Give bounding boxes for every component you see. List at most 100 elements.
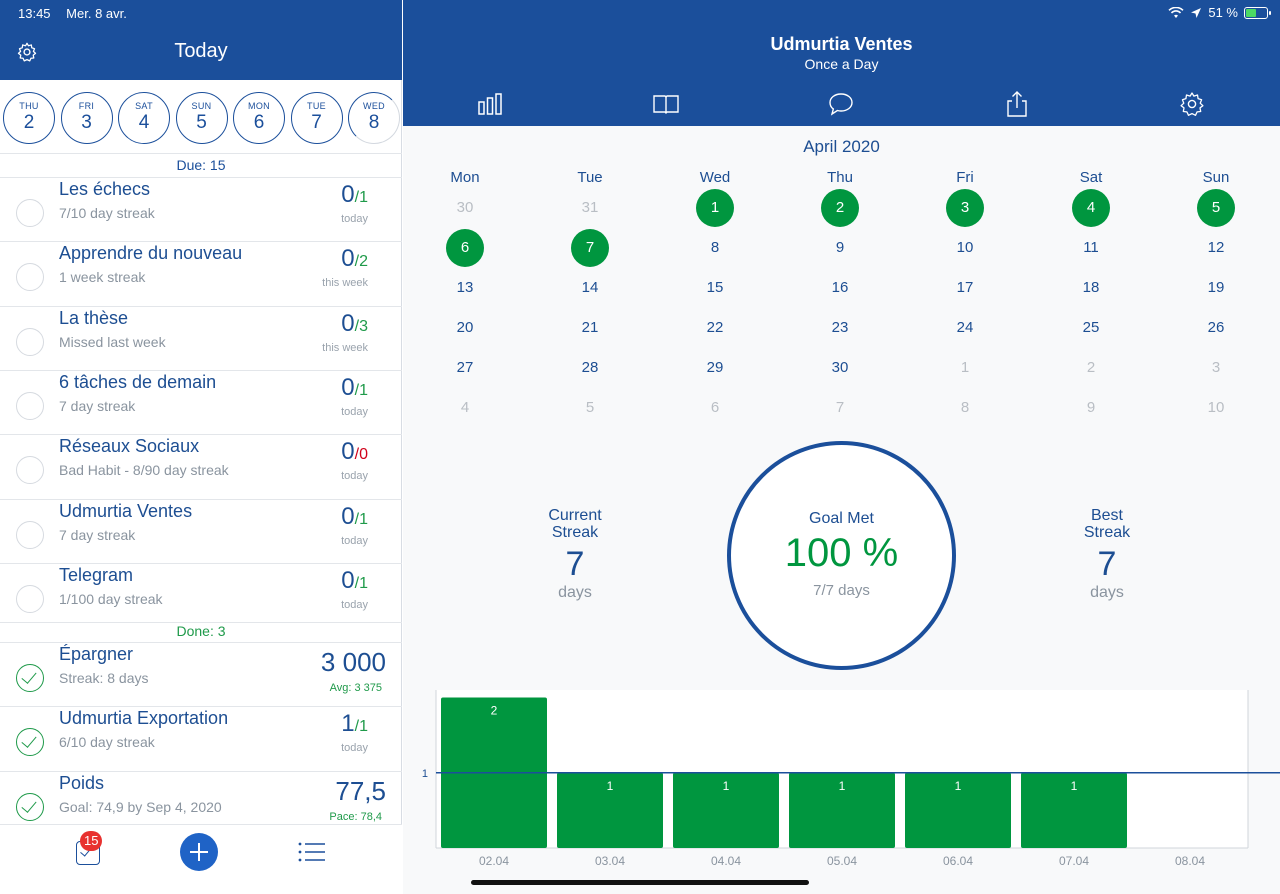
habit-list-panel: Today THU 2 FRI 3 SAT 4 SUN 5 MON 6 TUE 7 WED 8 Due: … — [0, 0, 402, 894]
habit-row[interactable]: Udmurtia Exportation 6/10 day streak 1/1 to… — [0, 706, 402, 770]
habit-progress-target: /3 — [354, 317, 368, 335]
calendar-day[interactable]: 10 — [1207, 399, 1225, 416]
calendar-day[interactable]: 7 — [571, 229, 609, 267]
calendar-day[interactable]: 10 — [956, 239, 974, 256]
checked-circle-icon[interactable] — [16, 664, 44, 692]
chart-bar — [789, 772, 895, 848]
calendar-day[interactable]: 30 — [456, 199, 474, 216]
day-number: 3 — [81, 112, 92, 133]
calendar-day[interactable]: 22 — [706, 319, 724, 336]
calendar-day[interactable]: 29 — [706, 359, 724, 376]
calendar-day[interactable]: 3 — [1211, 359, 1221, 376]
check-circle-icon[interactable] — [16, 327, 44, 356]
calendar-day[interactable]: 9 — [1086, 399, 1096, 416]
calendar-day[interactable]: 4 — [460, 399, 470, 416]
calendar-day[interactable]: 6 — [710, 399, 720, 416]
habit-row[interactable]: Telegram 1/100 day streak 0/1 today — [0, 562, 402, 627]
calendar-day[interactable]: 19 — [1207, 279, 1225, 296]
calendar-day[interactable]: 8 — [960, 399, 970, 416]
calendar-day[interactable]: 11 — [1083, 239, 1099, 256]
calendar-day[interactable]: 13 — [456, 279, 474, 296]
check-circle-icon[interactable] — [16, 584, 44, 613]
habit-name: Udmurtia Ventes — [59, 500, 193, 521]
calendar-day[interactable]: 27 — [456, 359, 474, 376]
day-selector-mon[interactable]: MON 6 — [233, 92, 285, 144]
home-indicator[interactable] — [471, 880, 809, 885]
calendar-day[interactable]: 26 — [1207, 319, 1225, 336]
calendar-day[interactable]: 1 — [696, 189, 734, 227]
habit-name: Udmurtia Exportation — [59, 708, 229, 729]
habit-row[interactable]: Épargner Streak: 8 days 3 000 Avg: 3 375 — [0, 642, 402, 706]
gear-icon[interactable] — [16, 41, 38, 63]
share-icon[interactable] — [1003, 90, 1031, 118]
calendar-day[interactable]: 24 — [956, 319, 974, 336]
habit-progress-target: /1 — [354, 510, 368, 528]
current-streak-label-line1: Current — [548, 507, 602, 524]
weekday-header: Tue — [577, 169, 603, 186]
habit-frequency: Once a Day — [804, 56, 879, 72]
day-selector-wed[interactable]: WED 8 — [348, 92, 400, 144]
habit-row[interactable]: Les échecs 7/10 day streak 0/1 today — [0, 177, 402, 241]
habit-period: today — [341, 534, 368, 547]
check-circle-icon[interactable] — [16, 520, 44, 549]
calendar-day[interactable]: 14 — [581, 279, 599, 296]
book-icon[interactable] — [652, 90, 680, 118]
calendar-day[interactable]: 3 — [946, 189, 984, 227]
wifi-icon — [1168, 6, 1184, 18]
calendar-day[interactable]: 12 — [1207, 239, 1225, 256]
checked-circle-icon[interactable] — [16, 792, 44, 821]
calendar-day[interactable]: 2 — [821, 189, 859, 227]
check-circle-icon[interactable] — [16, 391, 44, 420]
calendar-day[interactable]: 16 — [831, 279, 849, 296]
checked-circle-icon[interactable] — [16, 728, 44, 757]
habit-row[interactable]: Apprendre du nouveau 1 week streak 0/2 this… — [0, 241, 402, 305]
calendar-day[interactable]: 20 — [456, 319, 474, 336]
calendar-day[interactable]: 8 — [710, 239, 720, 256]
calendar-day[interactable]: 21 — [581, 319, 599, 336]
calendar-day[interactable]: 15 — [706, 279, 724, 296]
comment-icon[interactable] — [827, 90, 855, 118]
calendar-day[interactable]: 2 — [1086, 359, 1096, 376]
add-habit-button[interactable] — [180, 833, 218, 871]
due-count-label: Due: 15 — [176, 157, 226, 173]
habit-row[interactable]: La thèse Missed last week 0/3 this week — [0, 305, 402, 370]
calendar-day[interactable]: 23 — [831, 319, 849, 336]
habit-row[interactable]: 6 tâches de demain 7 day streak 0/1 today — [0, 369, 402, 434]
list-icon[interactable] — [298, 841, 326, 863]
habit-row[interactable]: Udmurtia Ventes 7 day streak 0/1 today — [0, 498, 402, 563]
day-selector-thu[interactable]: THU 2 — [3, 92, 55, 144]
day-selector-sun[interactable]: SUN 5 — [175, 92, 228, 144]
habit-streak: 1 week streak — [59, 269, 146, 286]
habit-progress: 0/1 — [341, 503, 368, 531]
habit-name: Poids — [59, 772, 105, 793]
habit-name: Apprendre du nouveau — [59, 243, 243, 264]
day-name: FRI — [78, 101, 95, 111]
habit-row[interactable]: Réseaux Sociaux Bad Habit - 8/90 day stre… — [0, 434, 402, 498]
day-name: SUN — [191, 101, 212, 111]
habit-row[interactable]: Poids Goal: 74,9 by Sep 4, 2020 77,5 Pace: … — [0, 770, 402, 835]
calendar-day[interactable]: 28 — [581, 359, 599, 376]
check-circle-icon[interactable] — [16, 199, 44, 227]
calendar-day[interactable]: 4 — [1072, 189, 1110, 227]
calendar-day[interactable]: 1 — [960, 359, 970, 376]
calendar-day[interactable]: 5 — [1197, 189, 1235, 227]
check-circle-icon[interactable] — [16, 456, 44, 485]
calendar-day[interactable]: 7 — [835, 399, 845, 416]
chart-icon[interactable] — [476, 90, 504, 118]
calendar-day[interactable]: 17 — [956, 279, 974, 296]
settings-gear-icon[interactable] — [1178, 90, 1206, 118]
calendar-day[interactable]: 18 — [1082, 279, 1100, 296]
day-selector-fri[interactable]: FRI 3 — [60, 92, 113, 144]
calendar-day[interactable]: 31 — [581, 199, 599, 216]
calendar-day[interactable]: 30 — [831, 359, 849, 376]
habit-progress-target: /1 — [354, 189, 368, 206]
calendar-day[interactable]: 6 — [446, 229, 484, 267]
check-circle-icon[interactable] — [16, 263, 44, 292]
calendar-day[interactable]: 5 — [585, 399, 595, 416]
calendar-day[interactable]: 25 — [1082, 319, 1100, 336]
calendar-day[interactable]: 9 — [835, 239, 845, 256]
status-bar-right: 51 % — [1168, 5, 1271, 20]
day-selector-tue[interactable]: TUE 7 — [290, 92, 343, 144]
current-streak-label: Current Streak — [495, 507, 655, 541]
day-selector-sat[interactable]: SAT 4 — [118, 92, 170, 144]
